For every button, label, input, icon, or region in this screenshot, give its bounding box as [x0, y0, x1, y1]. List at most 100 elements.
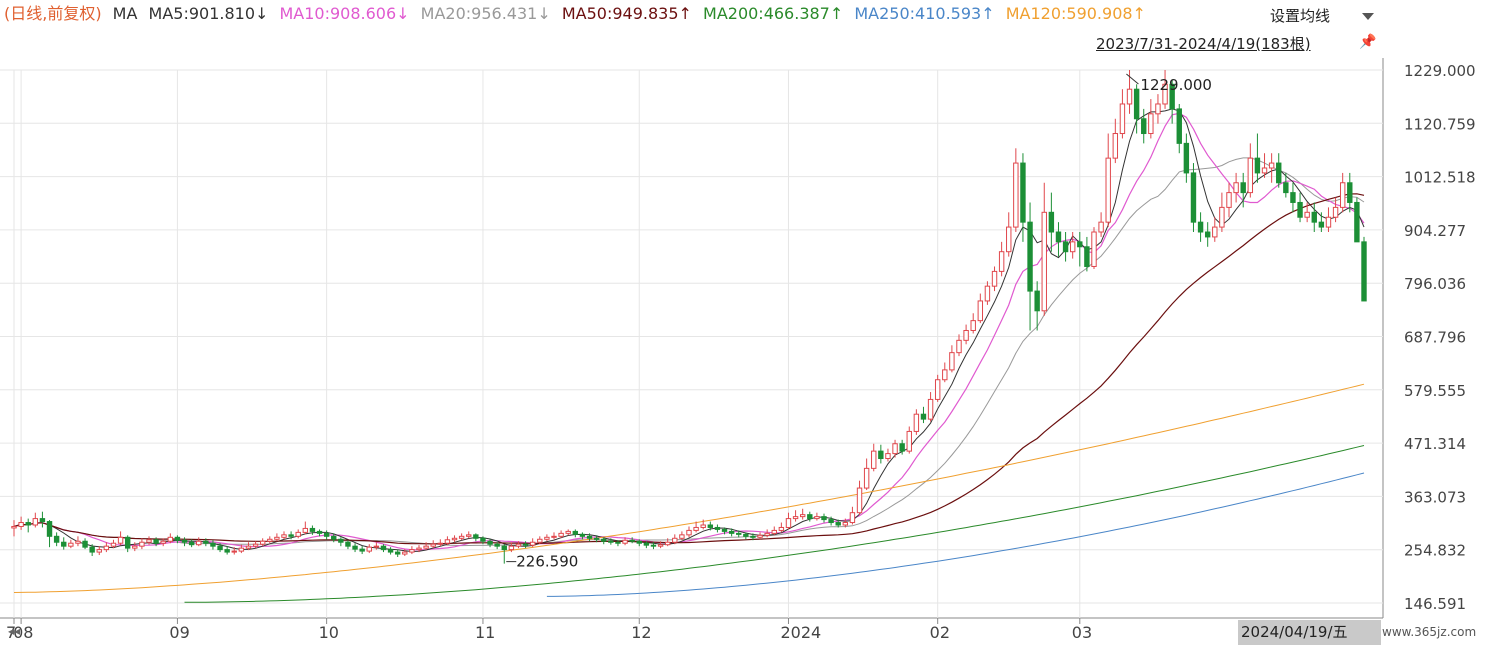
candle-body — [132, 545, 138, 549]
candle-body — [487, 540, 493, 545]
candle-body — [1354, 201, 1360, 243]
ma5-value: MA5:901.810↓ — [148, 4, 269, 23]
candle-body — [267, 538, 273, 542]
candle-body — [1141, 118, 1147, 135]
candle-body — [664, 541, 671, 546]
candle-body — [998, 251, 1005, 272]
ma250-line — [546, 472, 1365, 597]
y-tick-label: 796.036 — [1404, 275, 1466, 293]
candle-body — [586, 535, 593, 539]
candle-body — [224, 549, 230, 553]
candle-body — [828, 519, 834, 524]
candle-body — [466, 534, 472, 537]
candle-body — [46, 521, 53, 537]
candle-body — [309, 527, 316, 532]
ma-title: MA — [112, 4, 138, 23]
candle-body — [1148, 113, 1154, 135]
y-tick-label: 363.073 — [1404, 488, 1466, 506]
candle-body — [451, 537, 458, 541]
candle-body — [39, 518, 46, 523]
candle-body — [593, 537, 600, 540]
pin-icon[interactable]: 📌 — [1359, 34, 1377, 50]
date-range-label[interactable]: 2023/7/31-2024/4/19(183根) — [1096, 35, 1311, 53]
annotations: 1229.000 226.590 — [506, 73, 1212, 571]
set-ma-button[interactable]: 设置均线 — [1270, 4, 1378, 28]
candle-body — [231, 550, 237, 553]
candle-body — [1133, 88, 1140, 120]
candle-body — [217, 545, 223, 551]
candle-body — [1084, 246, 1090, 267]
candle-body — [544, 536, 550, 540]
candle-body — [1119, 103, 1126, 135]
candle-body — [608, 540, 614, 543]
y-tick-label: 687.796 — [1404, 328, 1466, 346]
candle-body — [181, 539, 188, 543]
candle-body — [1233, 182, 1239, 194]
candle-body — [906, 430, 912, 452]
candle-body — [1091, 231, 1097, 267]
set-ma-label: 设置均线 — [1270, 7, 1331, 25]
candle-body — [934, 379, 941, 400]
watermark-text: www.365jz.com — [1382, 625, 1477, 639]
candle-body — [856, 487, 863, 514]
candle-body — [629, 539, 635, 542]
candle-body — [1105, 157, 1111, 223]
candle-body — [1283, 182, 1289, 194]
candle-body — [863, 467, 870, 489]
x-tick-label: 2024 — [780, 623, 821, 642]
candle-body — [956, 339, 962, 354]
ma50-line — [13, 193, 1365, 545]
candle-body — [259, 540, 266, 545]
current-date-box: 2024/04/19/五 — [1238, 620, 1381, 645]
candle-body — [927, 398, 934, 420]
candle-body — [96, 549, 102, 553]
candle-body — [373, 545, 380, 548]
candle-body — [394, 551, 401, 555]
ma20-value: MA20:956.431↓ — [420, 4, 551, 23]
candle-body — [558, 532, 564, 537]
candle-body — [728, 530, 735, 534]
candle-body — [402, 551, 408, 555]
candle-body — [1276, 162, 1282, 184]
candle-body — [1325, 216, 1332, 228]
candle-body — [1126, 88, 1133, 105]
candle-body — [1226, 192, 1232, 208]
candle-body — [501, 545, 507, 551]
candle-body — [281, 534, 287, 538]
candle-body — [1290, 192, 1296, 203]
candle-body — [338, 538, 344, 543]
candle-body — [650, 544, 657, 547]
candle-body — [1219, 206, 1225, 228]
chart-mode-label: (日线,前复权) — [4, 4, 102, 23]
candle-body — [807, 514, 813, 520]
candle-body — [942, 369, 948, 381]
candle-body — [984, 285, 991, 302]
y-tick-label: 146.591 — [1404, 595, 1466, 613]
candle-body — [196, 540, 202, 546]
x-tick-label: 08 — [13, 623, 33, 642]
x-tick-label: 12 — [631, 623, 651, 642]
candle-body — [1247, 157, 1254, 194]
ma200-line — [184, 445, 1365, 603]
candle-body — [1311, 211, 1317, 223]
x-tick-label: 11 — [475, 623, 495, 642]
scroll-left-icon[interactable]: ◂◂ — [8, 624, 21, 638]
candle-body — [707, 524, 714, 528]
candle-body — [721, 528, 728, 532]
candle-body — [799, 514, 806, 518]
candles — [11, 70, 1367, 564]
candle-body — [1155, 103, 1161, 115]
candle-body — [977, 300, 984, 322]
candle-body — [68, 542, 74, 547]
candle-body — [1048, 211, 1055, 233]
candle-body — [409, 549, 415, 553]
candle-body — [657, 544, 664, 547]
candle-body — [814, 516, 820, 520]
ma120-line — [13, 383, 1365, 593]
candle-body — [1297, 201, 1303, 218]
candle-body — [480, 537, 486, 542]
candle-body — [764, 532, 770, 536]
candle-body — [785, 518, 792, 528]
y-tick-label: 904.277 — [1404, 222, 1466, 240]
